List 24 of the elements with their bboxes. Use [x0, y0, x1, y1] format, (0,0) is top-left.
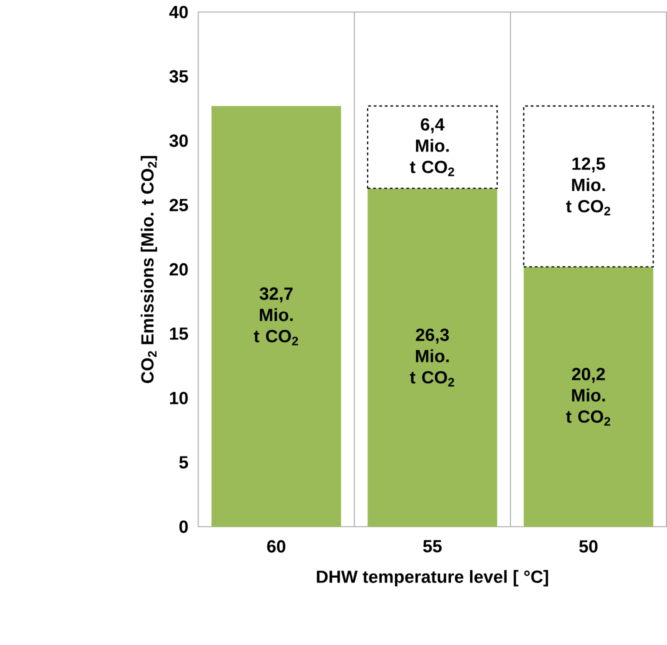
bar	[368, 188, 498, 527]
y-tick-label: 5	[179, 456, 188, 468]
data-label: 32,7 Mio. t CO$_{2}$	[254, 287, 298, 346]
y-axis-title: CO$_{2}$ Emissions [Mio. t CO$_{2}$]	[140, 156, 158, 384]
data-label: 12,5 Mio. t CO$_{2}$	[566, 157, 610, 216]
y-tick-label: 35	[169, 70, 188, 83]
y-tick-label: 15	[170, 328, 188, 340]
bar	[367, 105, 498, 189]
y-tick-label: 25	[170, 198, 188, 212]
bar	[524, 266, 654, 527]
y-tick-label: 20	[170, 263, 188, 276]
x-tick-label: 55	[423, 540, 442, 552]
x-axis-title: DHW temperature level [ °C]	[316, 570, 548, 586]
data-label: 6,4 Mio. t CO$_{2}$	[410, 118, 454, 176]
x-tick-label: 50	[579, 540, 598, 553]
y-tick-label: 40	[169, 6, 188, 18]
y-tick-label: 30	[169, 134, 188, 147]
data-label: 20,2 Mio. t CO$_{2}$	[566, 368, 610, 426]
bar	[523, 105, 654, 268]
x-tick-label: 60	[267, 540, 286, 553]
y-tick-label: 10	[170, 392, 188, 404]
data-label: 26,3 Mio. t CO$_{2}$	[410, 328, 454, 386]
bar	[212, 106, 342, 527]
y-tick-label: 0	[179, 520, 188, 533]
